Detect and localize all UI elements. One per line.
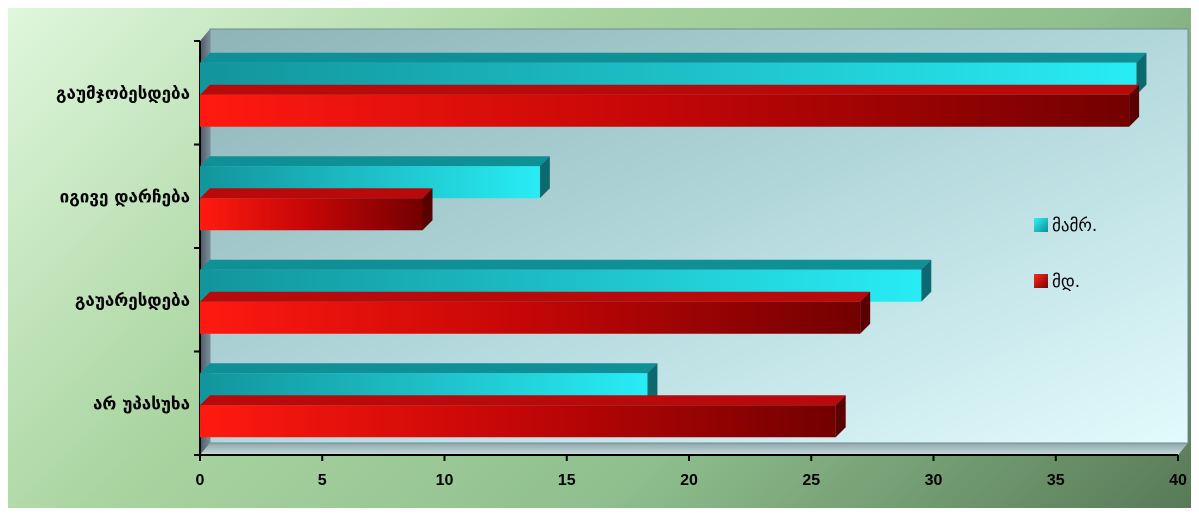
bar-female-top — [200, 84, 1140, 95]
bar-female-front — [200, 198, 423, 231]
bar-male-top — [200, 259, 932, 270]
x-tick-label: 20 — [680, 472, 698, 489]
legend-swatch-female — [1034, 274, 1048, 288]
bar-female — [200, 84, 1140, 127]
legend-item-female: მდ. — [1034, 272, 1080, 292]
category-label: იგივე დარჩება — [60, 187, 190, 207]
bar-female-top — [200, 291, 871, 302]
category-label: გაუარესდება — [75, 291, 190, 311]
bar-female-side — [835, 395, 846, 438]
bar-female-top — [200, 188, 433, 199]
x-tick-label: 0 — [196, 472, 205, 489]
bar-female-front — [200, 405, 836, 438]
x-tick-label: 15 — [558, 472, 576, 489]
bar-male-side — [1136, 52, 1147, 95]
bar-female-front — [200, 94, 1130, 127]
bar-male-top — [200, 156, 550, 167]
bar-female-side — [1129, 84, 1140, 127]
bar-female-top — [200, 395, 846, 406]
bar-female — [200, 188, 433, 231]
legend-label-female: მდ. — [1052, 272, 1080, 292]
bar-male-side — [921, 259, 932, 302]
legend-item-male: მამრ. — [1034, 216, 1097, 236]
bar-female — [200, 291, 871, 334]
category-label: არ უპასუხა — [93, 394, 190, 414]
bar-female-side — [422, 188, 433, 231]
x-tick-label: 40 — [1169, 472, 1187, 489]
x-tick-label: 35 — [1047, 472, 1065, 489]
legend: მამრ. მდ. — [1034, 216, 1097, 292]
x-tick-label: 5 — [318, 472, 327, 489]
bar-male-top — [200, 52, 1147, 63]
legend-label-male: მამრ. — [1052, 216, 1097, 236]
x-tick-label: 10 — [436, 472, 454, 489]
plot-wall — [200, 29, 210, 455]
bar-male-side — [647, 363, 658, 406]
bar-male-side — [539, 156, 550, 199]
bar-female-side — [860, 291, 871, 334]
plot-floor — [200, 443, 1188, 455]
x-tick-label: 30 — [925, 472, 943, 489]
category-label: გაუმჯობესდება — [56, 84, 190, 104]
bar-female — [200, 395, 846, 438]
legend-swatch-male — [1034, 218, 1048, 232]
bar-female-front — [200, 301, 861, 334]
x-tick-label: 25 — [802, 472, 820, 489]
bar-male-top — [200, 363, 658, 374]
